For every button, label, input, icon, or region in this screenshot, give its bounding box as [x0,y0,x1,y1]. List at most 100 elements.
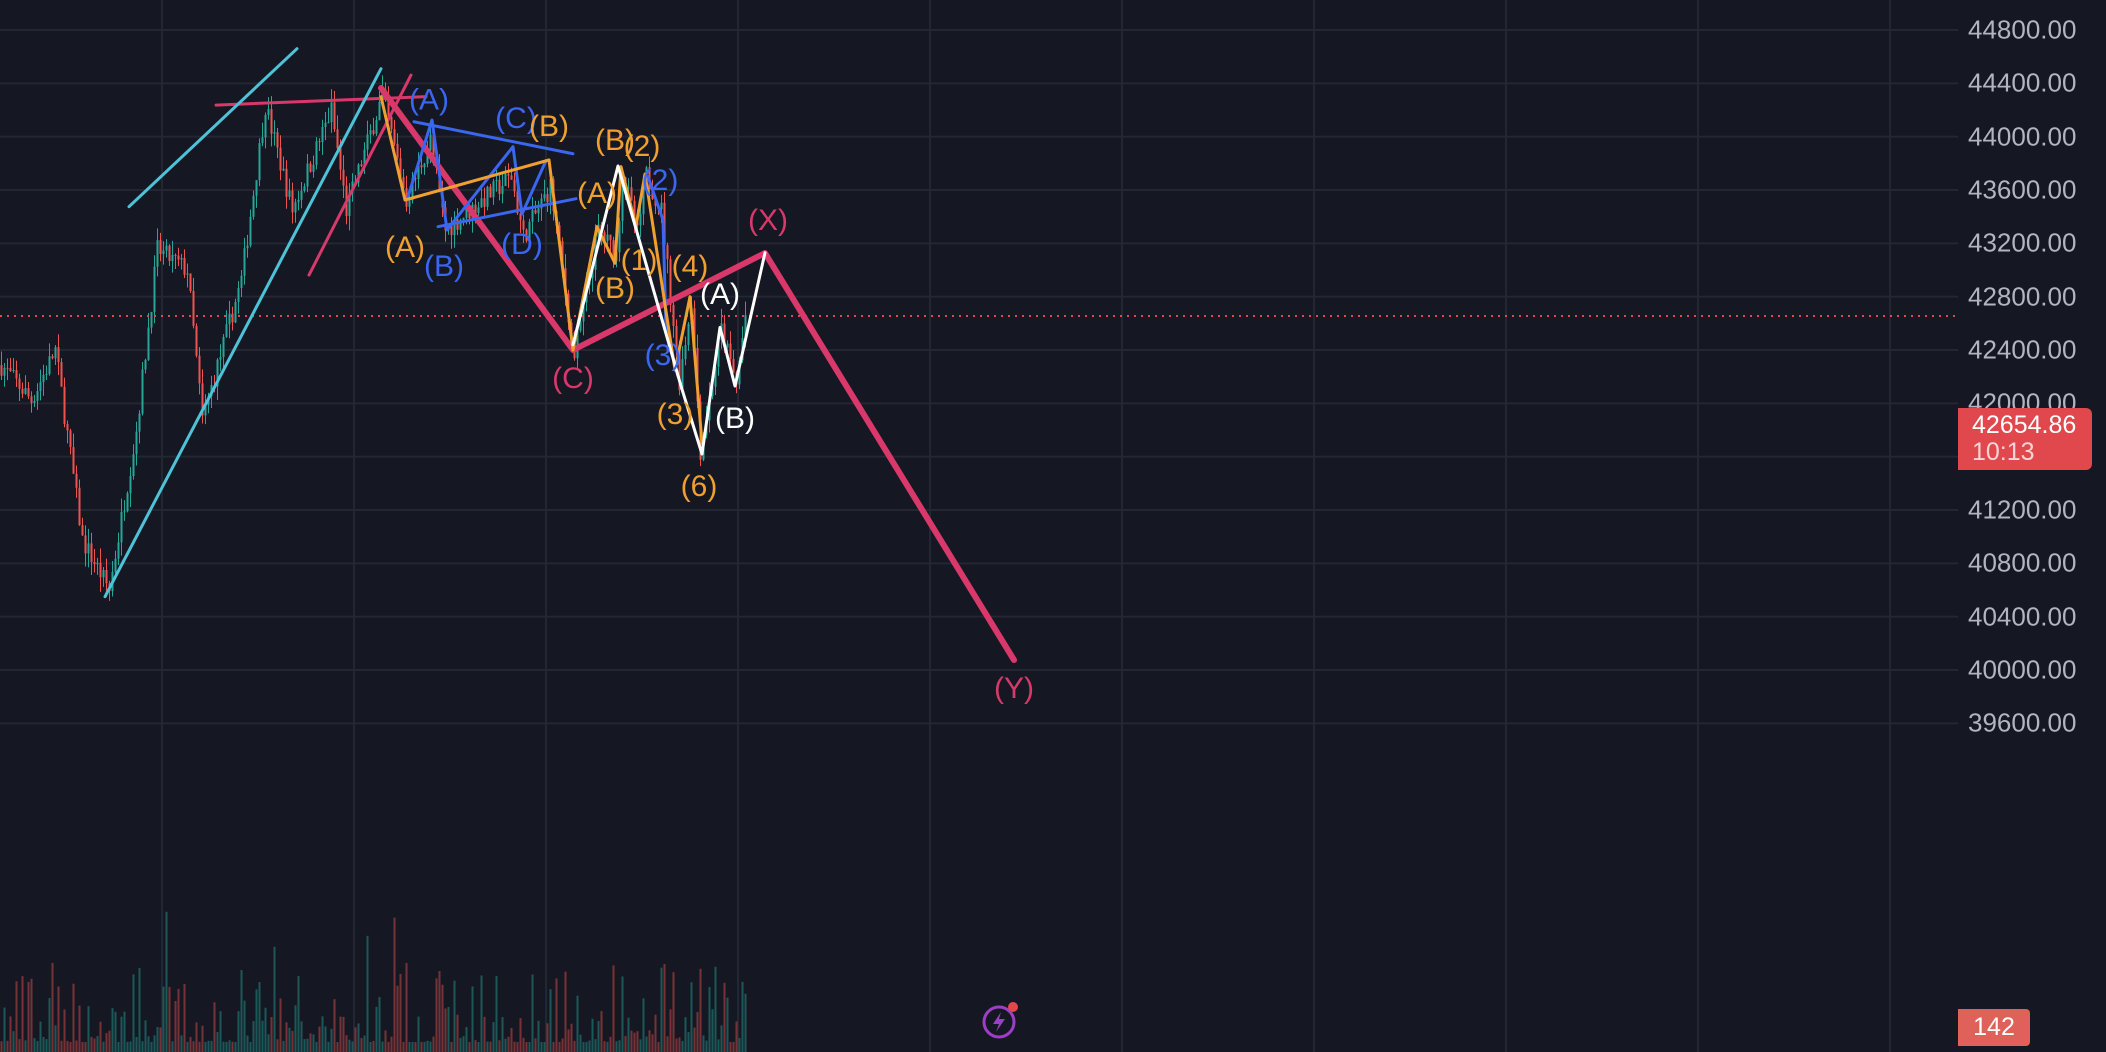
volume-bar [285,1022,288,1052]
candle-body [285,168,288,197]
volume-bar [402,1041,405,1052]
volume-bar [711,1009,714,1052]
volume-bar [42,1037,45,1052]
candle-body [513,179,516,192]
volume-bar [390,1036,393,1052]
candle-body [504,174,507,186]
volume-bar [57,986,60,1052]
candle-body [81,525,84,536]
candle-body [288,190,291,197]
candle-body [729,343,732,359]
volume-bar [102,1041,105,1052]
candle-body [516,191,519,214]
candle-body [141,369,144,414]
volume-bar [96,1035,99,1052]
candle-body [492,181,495,198]
grid [0,0,1958,1052]
volume-bar [99,1021,102,1052]
candle-body [561,241,564,269]
volume-bar [684,1017,687,1052]
volume-bar [51,962,54,1052]
volume-bar [228,1040,231,1052]
candle-body [45,374,48,376]
volume-bar [636,1031,639,1052]
volume-bar [471,986,474,1052]
candle-body [420,165,423,168]
candle-body [711,386,714,397]
candle-body [336,129,339,149]
volume-bar [168,986,171,1052]
candle-body [387,97,390,117]
volume-bar [294,1005,297,1052]
volume-bar [450,1041,453,1052]
volume-bar [510,1027,513,1052]
candle-body [309,163,312,172]
wave-label: (A) [700,278,740,311]
volume-bar [120,1016,123,1052]
lightning-icon[interactable] [980,1000,1020,1040]
price-tick-label: 43200.00 [1968,227,2077,258]
volume-bar [180,1035,183,1052]
candle-body [522,220,525,230]
volume-bar [462,1036,465,1052]
current-price: 42654.86 [1972,411,2077,439]
price-chart[interactable]: (A)(C)(B)(B)(D)(A)(A)(B)(B)(2)(2)(1) (4)(… [0,0,1958,1052]
volume-bar [492,1022,495,1052]
wave-line-cyan [127,47,299,209]
volume-bar [315,1041,318,1052]
wave-label: (3) [645,339,682,372]
candle-body [684,345,687,360]
candle-body [483,198,486,207]
wave-drawings[interactable] [103,47,1017,663]
volume-bar [234,1041,237,1052]
candle-body [87,543,90,554]
candle-body [582,302,585,322]
volume-bar [222,1041,225,1052]
volume-bar [174,1001,177,1052]
volume-badge: 142 [1958,1009,2030,1046]
volume-bar [243,1000,246,1052]
candle-body [96,562,99,565]
volume-bar [555,978,558,1052]
volume-bar [192,1041,195,1052]
volume-bar [351,1041,354,1052]
volume-bar [138,967,141,1052]
candle-body [135,431,138,455]
candle-body [327,122,330,124]
candle-body [126,493,129,512]
candle-body [216,359,219,387]
volume-bar [18,1039,21,1052]
candle-body [525,229,528,242]
candle-body [318,141,321,143]
volume-bar [348,1039,351,1052]
volume-bar [216,1031,219,1052]
volume-bar [165,911,168,1052]
volume-bar [171,1041,174,1052]
volume-bar [177,988,180,1052]
candle-body [240,275,243,289]
candle-body [72,447,75,474]
volume-bar [276,1039,279,1052]
candle-body [405,187,408,207]
candle-body [360,164,363,167]
volume-bar [735,1021,738,1052]
candle-body [450,225,453,236]
candle-body [90,543,93,563]
volume-bar [630,1030,633,1052]
candle-body [57,347,60,363]
volume-bar [459,1037,462,1052]
candle-body [99,562,102,578]
candle-body [75,473,78,488]
candle-body [27,388,30,397]
volume-bar [21,976,24,1052]
volume-bar [339,1016,342,1052]
volume-bar [663,964,666,1052]
volume-bar [267,1034,270,1052]
candle-body [123,511,126,513]
volume-bar [552,1041,555,1052]
volume-bar [321,1016,324,1052]
volume-bar [669,1009,672,1052]
volume-bar [702,1035,705,1052]
price-tick-label: 42800.00 [1968,281,2077,312]
candle-body [378,101,381,121]
